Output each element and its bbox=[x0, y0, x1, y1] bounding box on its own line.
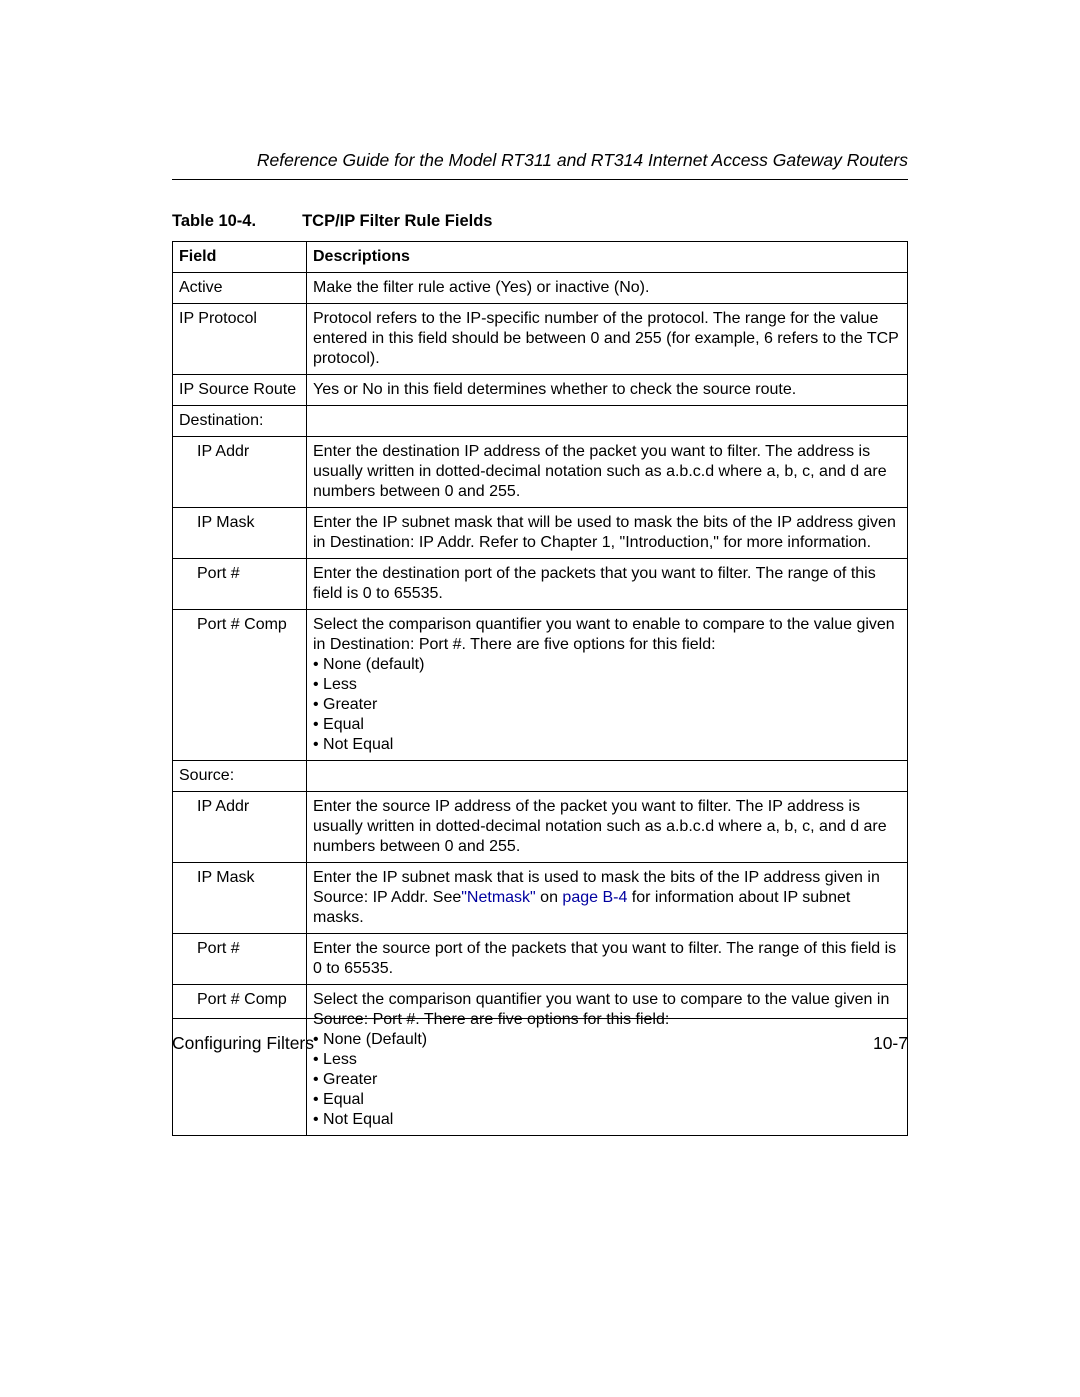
field-name: Port # Comp bbox=[173, 985, 307, 1136]
field-desc: Enter the source IP address of the packe… bbox=[307, 792, 908, 863]
field-name: Destination: bbox=[173, 406, 307, 437]
document-header: Reference Guide for the Model RT311 and … bbox=[172, 150, 908, 180]
field-desc: Select the comparison quantifier you wan… bbox=[307, 985, 908, 1136]
list-item: None (default) bbox=[313, 655, 901, 675]
table-row: Port # Comp Select the comparison quanti… bbox=[173, 610, 908, 761]
field-desc: Protocol refers to the IP-specific numbe… bbox=[307, 304, 908, 375]
table-row: Port # Enter the destination port of the… bbox=[173, 559, 908, 610]
caption-title: TCP/IP Filter Rule Fields bbox=[302, 212, 492, 230]
field-desc: Enter the source port of the packets tha… bbox=[307, 934, 908, 985]
table-row: Source: bbox=[173, 761, 908, 792]
option-list: None (default) Less Greater Equal Not Eq… bbox=[313, 655, 901, 755]
table-row: IP Mask Enter the IP subnet mask that wi… bbox=[173, 508, 908, 559]
table-caption: Table 10-4. TCP/IP Filter Rule Fields bbox=[172, 212, 908, 231]
table-row: Active Make the filter rule active (Yes)… bbox=[173, 273, 908, 304]
list-item: Greater bbox=[313, 695, 901, 715]
desc-mid: on bbox=[536, 889, 563, 906]
table-row: IP Addr Enter the source IP address of t… bbox=[173, 792, 908, 863]
field-name: Port # Comp bbox=[173, 610, 307, 761]
list-item: Greater bbox=[313, 1070, 901, 1090]
field-desc bbox=[307, 406, 908, 437]
field-name: Active bbox=[173, 273, 307, 304]
col-descriptions: Descriptions bbox=[307, 242, 908, 273]
field-desc bbox=[307, 761, 908, 792]
field-name: IP Mask bbox=[173, 508, 307, 559]
table-row: Port # Enter the source port of the pack… bbox=[173, 934, 908, 985]
field-name: IP Addr bbox=[173, 792, 307, 863]
field-name: Source: bbox=[173, 761, 307, 792]
list-item: Equal bbox=[313, 1090, 901, 1110]
page-ref-link[interactable]: page B-4 bbox=[562, 889, 627, 906]
field-name: IP Addr bbox=[173, 437, 307, 508]
field-desc: Enter the destination port of the packet… bbox=[307, 559, 908, 610]
col-field: Field bbox=[173, 242, 307, 273]
table-row: IP Mask Enter the IP subnet mask that is… bbox=[173, 863, 908, 934]
table-row: Destination: bbox=[173, 406, 908, 437]
field-name: IP Protocol bbox=[173, 304, 307, 375]
field-name: Port # bbox=[173, 934, 307, 985]
footer-rule bbox=[172, 1018, 908, 1019]
table-header-row: Field Descriptions bbox=[173, 242, 908, 273]
field-desc: Enter the IP subnet mask that will be us… bbox=[307, 508, 908, 559]
caption-label: Table 10-4. bbox=[172, 212, 256, 230]
footer-line: Configuring Filters 10-7 bbox=[172, 1033, 908, 1054]
footer-page-number: 10-7 bbox=[873, 1033, 908, 1054]
table-row: Port # Comp Select the comparison quanti… bbox=[173, 985, 908, 1136]
list-item: Equal bbox=[313, 715, 901, 735]
list-item: Not Equal bbox=[313, 735, 901, 755]
page-footer: Configuring Filters 10-7 bbox=[172, 1018, 908, 1054]
list-item: Not Equal bbox=[313, 1110, 901, 1130]
table-row: IP Protocol Protocol refers to the IP-sp… bbox=[173, 304, 908, 375]
field-desc: Enter the destination IP address of the … bbox=[307, 437, 908, 508]
filter-rule-fields-table: Field Descriptions Active Make the filte… bbox=[172, 241, 908, 1136]
footer-section: Configuring Filters bbox=[172, 1033, 314, 1054]
page-content: Reference Guide for the Model RT311 and … bbox=[172, 150, 908, 1136]
netmask-link[interactable]: "Netmask" bbox=[461, 889, 535, 906]
table-row: IP Addr Enter the destination IP address… bbox=[173, 437, 908, 508]
list-item: Less bbox=[313, 675, 901, 695]
desc-intro: Select the comparison quantifier you wan… bbox=[313, 616, 895, 653]
doc-title: Reference Guide for the Model RT311 and … bbox=[257, 150, 908, 170]
field-name: IP Source Route bbox=[173, 375, 307, 406]
field-name: Port # bbox=[173, 559, 307, 610]
field-desc: Make the filter rule active (Yes) or ina… bbox=[307, 273, 908, 304]
table-row: IP Source Route Yes or No in this field … bbox=[173, 375, 908, 406]
field-desc: Yes or No in this field determines wheth… bbox=[307, 375, 908, 406]
field-name: IP Mask bbox=[173, 863, 307, 934]
field-desc: Enter the IP subnet mask that is used to… bbox=[307, 863, 908, 934]
field-desc: Select the comparison quantifier you wan… bbox=[307, 610, 908, 761]
